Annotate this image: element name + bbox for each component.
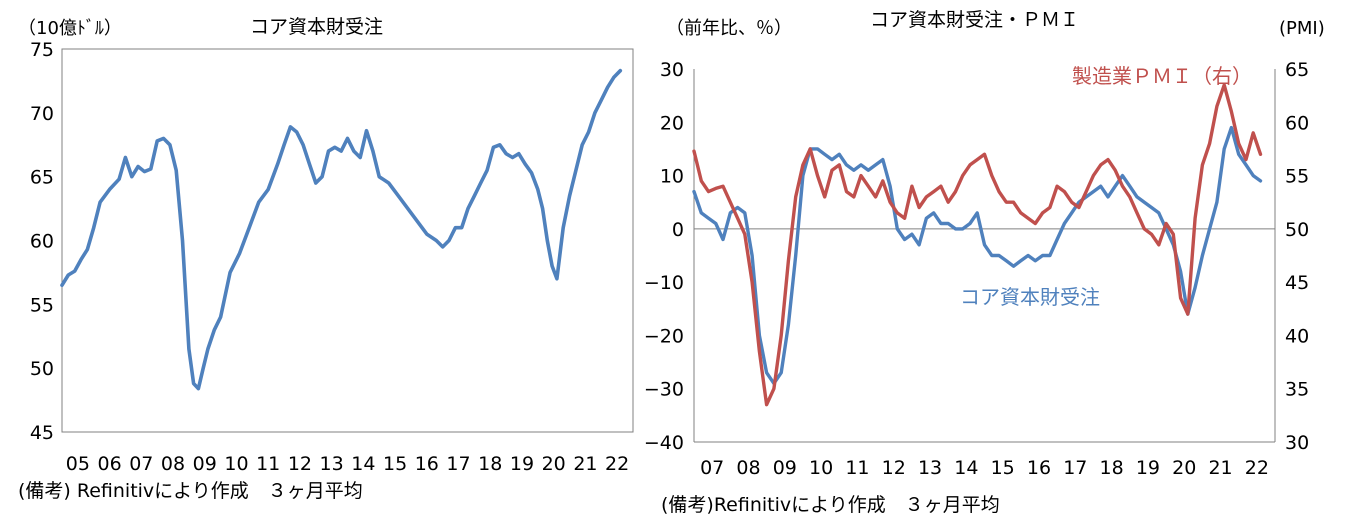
x-tick-label: 10 bbox=[224, 453, 248, 475]
y-tick-label-right: 30 bbox=[1285, 432, 1309, 454]
x-tick-label: 14 bbox=[954, 457, 978, 479]
x-tick-label: 12 bbox=[882, 457, 906, 479]
x-tick-label: 13 bbox=[320, 453, 344, 475]
source-note: (備考)Refinitivにより作成 ３ヶ月平均 bbox=[661, 494, 1000, 516]
x-tick-label: 05 bbox=[66, 453, 90, 475]
y-tick-label-left: 30 bbox=[660, 59, 684, 81]
y-tick-label: 60 bbox=[30, 231, 54, 253]
y-tick-label-right: 65 bbox=[1285, 59, 1309, 81]
x-tick-label: 17 bbox=[446, 453, 470, 475]
y-tick-label-left: −20 bbox=[644, 325, 684, 347]
y-axis-unit-label-left: （前年比、％） bbox=[666, 18, 792, 39]
y-tick-label: 65 bbox=[30, 167, 54, 189]
x-tick-label: 15 bbox=[383, 453, 407, 475]
series-line-core-orders bbox=[692, 125, 1263, 386]
x-tick-label: 07 bbox=[700, 457, 724, 479]
series-label-pmi: 製造業ＰＭＩ（右） bbox=[1072, 64, 1252, 88]
x-tick-label: 10 bbox=[809, 457, 833, 479]
y-tick-label-right: 45 bbox=[1285, 272, 1309, 294]
x-tick-label: 16 bbox=[1027, 457, 1051, 479]
y-tick-label-right: 35 bbox=[1285, 379, 1309, 401]
x-tick-label: 16 bbox=[415, 453, 439, 475]
y-tick-label: 75 bbox=[30, 39, 54, 61]
x-tick-label: 11 bbox=[256, 453, 280, 475]
x-tick-label: 19 bbox=[1136, 457, 1160, 479]
x-tick-label: 22 bbox=[605, 453, 629, 475]
x-tick-label: 18 bbox=[1100, 457, 1124, 479]
x-tick-label: 12 bbox=[288, 453, 312, 475]
chart-title: コア資本財受注・ＰＭＩ bbox=[870, 9, 1079, 31]
y-tick-label: 55 bbox=[30, 294, 54, 316]
y-tick-label: 70 bbox=[30, 103, 54, 125]
series-label-core-orders: コア資本財受注 bbox=[960, 285, 1100, 309]
x-tick-label: 20 bbox=[1172, 457, 1196, 479]
x-tick-label: 21 bbox=[1208, 457, 1232, 479]
source-note: (備考) Refinitivにより作成 ３ヶ月平均 bbox=[18, 480, 363, 502]
x-tick-label: 13 bbox=[918, 457, 942, 479]
y-tick-label-right: 40 bbox=[1285, 325, 1309, 347]
y-tick-label-left: −10 bbox=[644, 272, 684, 294]
x-tick-label: 17 bbox=[1063, 457, 1087, 479]
y-tick-label-left: −30 bbox=[644, 379, 684, 401]
chart-title: コア資本財受注 bbox=[250, 16, 383, 38]
x-tick-label: 20 bbox=[542, 453, 566, 475]
x-tick-label: 18 bbox=[478, 453, 502, 475]
x-tick-label: 22 bbox=[1245, 457, 1269, 479]
x-tick-label: 07 bbox=[129, 453, 153, 475]
y-tick-label: 50 bbox=[30, 358, 54, 380]
x-tick-label: 19 bbox=[510, 453, 534, 475]
y-axis-unit-label: （10億ﾄﾞﾙ） bbox=[18, 18, 122, 39]
y-tick-label-left: −40 bbox=[644, 432, 684, 454]
x-tick-label: 14 bbox=[351, 453, 375, 475]
x-tick-label: 09 bbox=[773, 457, 797, 479]
x-tick-label: 09 bbox=[193, 453, 217, 475]
x-tick-label: 11 bbox=[845, 457, 869, 479]
x-tick-label: 08 bbox=[736, 457, 760, 479]
y-tick-label-right: 60 bbox=[1285, 112, 1309, 134]
y-axis-unit-label-right: (PMI) bbox=[1279, 18, 1325, 39]
series-line-core-orders bbox=[60, 68, 623, 391]
y-tick-label-left: 0 bbox=[672, 219, 684, 241]
y-tick-label-left: 20 bbox=[660, 112, 684, 134]
y-tick-label-right: 50 bbox=[1285, 219, 1309, 241]
x-tick-label: 21 bbox=[573, 453, 597, 475]
x-tick-label: 06 bbox=[97, 453, 121, 475]
x-tick-label: 08 bbox=[161, 453, 185, 475]
y-tick-label-right: 55 bbox=[1285, 166, 1309, 188]
series-line-pmi bbox=[692, 83, 1263, 407]
y-tick-label-left: 10 bbox=[660, 166, 684, 188]
plot-area-frame bbox=[61, 48, 634, 433]
x-tick-label: 15 bbox=[991, 457, 1015, 479]
y-tick-label: 45 bbox=[30, 422, 54, 444]
